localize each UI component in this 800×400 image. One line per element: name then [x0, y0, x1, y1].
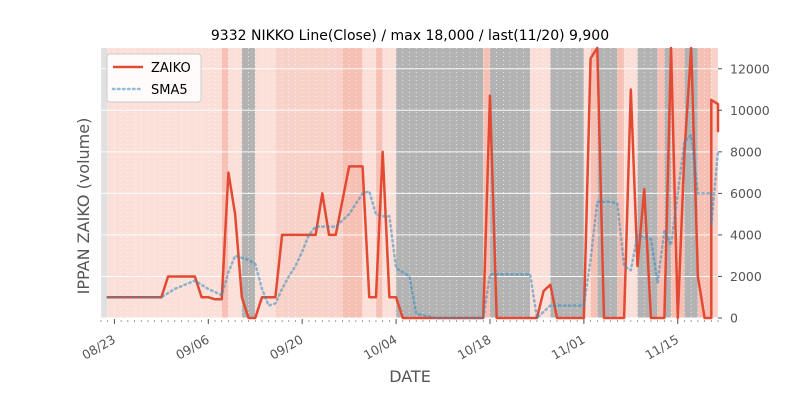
x-tick-label: 11/15: [643, 332, 682, 363]
y-axis-ticks: 0 2000 4000 6000 8000 10000 12000: [718, 61, 770, 326]
y-axis-label: IPPAN ZAIKO (volume): [74, 118, 93, 295]
y-tick-label: 10000: [730, 103, 770, 118]
x-tick-label: 10/18: [455, 332, 494, 363]
chart-title: 9332 NIKKO Line(Close) / max 18,000 / la…: [211, 28, 609, 44]
background-band: [617, 48, 625, 318]
legend: ZAIKO SMA5: [106, 53, 202, 103]
background-band: [530, 48, 551, 318]
background-band: [550, 48, 584, 318]
background-band: [657, 48, 665, 318]
x-tick-label: 10/04: [361, 332, 400, 363]
background-band: [697, 48, 712, 318]
y-tick-label: 8000: [730, 144, 762, 159]
x-tick-label: 09/20: [267, 332, 306, 363]
background-band: [396, 48, 484, 318]
background-band: [342, 48, 363, 318]
y-tick-label: 0: [730, 311, 738, 326]
background-band: [590, 48, 598, 318]
plot-area: [100, 46, 720, 320]
y-tick-label: 2000: [730, 269, 762, 284]
x-tick-label: 09/06: [173, 332, 212, 363]
x-tick-label: 08/23: [79, 332, 118, 363]
background-band: [221, 48, 229, 318]
background-band: [375, 48, 383, 318]
x-axis-label: DATE: [389, 367, 431, 386]
series-line-zaiko: [106, 46, 720, 320]
x-axis-ticks: 08/23 09/06 09/20 10/04 10/18 11/01 11/15: [79, 319, 719, 363]
background-band: [255, 48, 276, 318]
y-tick-label: 4000: [730, 227, 762, 242]
series-lines: [106, 46, 720, 320]
background-band: [101, 48, 108, 318]
legend-label-zaiko: ZAIKO: [151, 61, 191, 76]
background-band: [241, 48, 256, 318]
y-tick-label: 12000: [730, 61, 770, 76]
y-tick-label: 6000: [730, 186, 762, 201]
x-tick-label: 11/01: [549, 332, 588, 363]
legend-label-sma5: SMA5: [151, 83, 188, 98]
series-line-sma5: [106, 133, 720, 320]
